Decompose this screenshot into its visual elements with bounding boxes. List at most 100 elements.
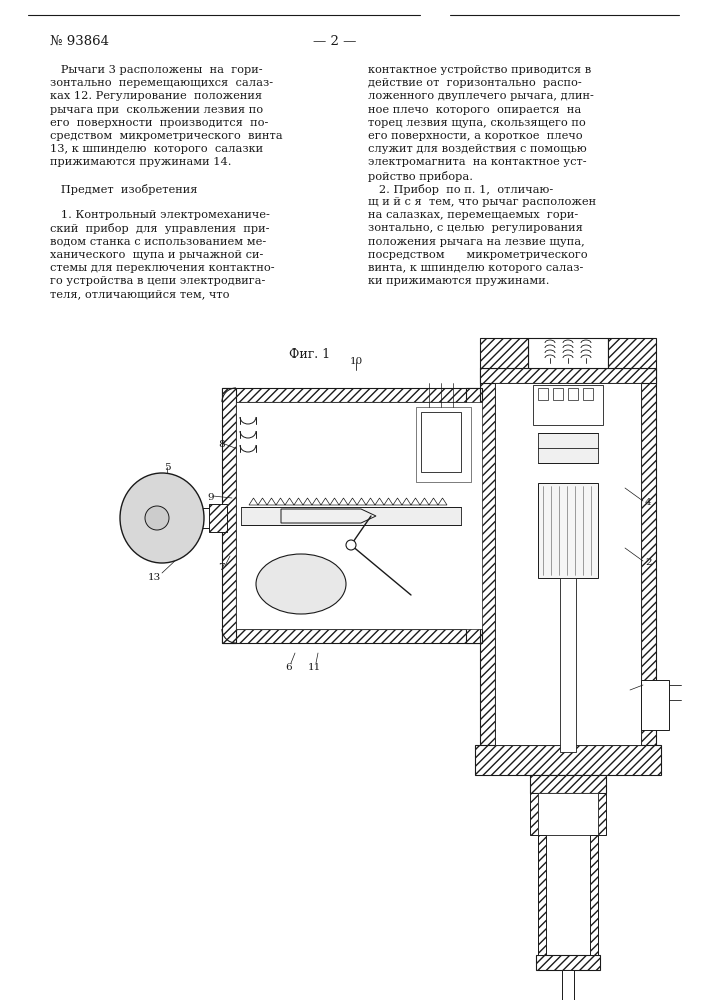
Text: ский  прибор  для  управления  при-: ский прибор для управления при- bbox=[50, 223, 269, 234]
Text: 5: 5 bbox=[164, 463, 170, 472]
Polygon shape bbox=[321, 498, 330, 505]
Text: его поверхности, а короткое  плечо: его поверхности, а короткое плечо bbox=[368, 131, 583, 141]
Polygon shape bbox=[267, 498, 276, 505]
Polygon shape bbox=[339, 498, 348, 505]
Bar bbox=[583, 388, 593, 400]
Bar bbox=[560, 578, 576, 752]
Polygon shape bbox=[420, 498, 429, 505]
Bar bbox=[641, 680, 669, 730]
Text: Рычаги 3 расположены  на  гори-: Рычаги 3 расположены на гори- bbox=[50, 65, 262, 75]
Text: прижимаются пружинами 14.: прижимаются пружинами 14. bbox=[50, 157, 231, 167]
Circle shape bbox=[346, 540, 356, 550]
Bar bbox=[538, 835, 598, 955]
Text: 9: 9 bbox=[207, 493, 214, 502]
Text: 13: 13 bbox=[148, 573, 161, 582]
Bar bbox=[538, 388, 548, 400]
Text: стемы для переключения контактно-: стемы для переключения контактно- bbox=[50, 263, 274, 273]
Text: зонтально, с целью  регулирования: зонтально, с целью регулирования bbox=[368, 223, 583, 233]
Text: на салазках, перемещаемых  гори-: на салазках, перемещаемых гори- bbox=[368, 210, 578, 220]
Bar bbox=[416, 407, 471, 482]
Bar bbox=[538, 433, 598, 463]
Text: 6: 6 bbox=[285, 663, 291, 672]
Bar bbox=[590, 835, 598, 955]
Bar bbox=[475, 745, 661, 775]
Bar bbox=[480, 368, 495, 760]
Bar bbox=[495, 383, 641, 745]
Text: Предмет  изобретения: Предмет изобретения bbox=[50, 184, 197, 195]
Polygon shape bbox=[312, 498, 321, 505]
Bar bbox=[241, 507, 461, 525]
Polygon shape bbox=[384, 498, 393, 505]
Polygon shape bbox=[249, 498, 258, 505]
Polygon shape bbox=[438, 498, 447, 505]
Polygon shape bbox=[330, 498, 339, 505]
Text: 1. Контрольный электромеханиче-: 1. Контрольный электромеханиче- bbox=[50, 210, 270, 220]
Text: действие от  горизонтально  распо-: действие от горизонтально распо- bbox=[368, 78, 582, 88]
Text: теля, отличающийся тем, что: теля, отличающийся тем, что bbox=[50, 289, 230, 299]
Bar bbox=[608, 338, 656, 368]
Text: 2: 2 bbox=[645, 558, 652, 567]
Text: электромагнита  на контактное уст-: электромагнита на контактное уст- bbox=[368, 157, 587, 167]
Polygon shape bbox=[303, 498, 312, 505]
Text: служит для воздействия с помощью: служит для воздействия с помощью bbox=[368, 144, 587, 154]
Text: 1: 1 bbox=[645, 682, 652, 691]
Bar bbox=[236, 402, 482, 629]
Text: винта, к шпинделю которого салаз-: винта, к шпинделю которого салаз- bbox=[368, 263, 583, 273]
Bar bbox=[536, 955, 600, 970]
Bar bbox=[421, 412, 461, 472]
Bar bbox=[480, 338, 528, 368]
Text: рычага при  скольжении лезвия по: рычага при скольжении лезвия по bbox=[50, 105, 263, 115]
Polygon shape bbox=[402, 498, 411, 505]
Polygon shape bbox=[366, 498, 375, 505]
Text: ках 12. Регулирование  положения: ках 12. Регулирование положения bbox=[50, 91, 262, 101]
Text: 11: 11 bbox=[308, 663, 321, 672]
Polygon shape bbox=[357, 498, 366, 505]
Bar bbox=[562, 970, 574, 1000]
Ellipse shape bbox=[256, 554, 346, 614]
Bar bbox=[222, 629, 482, 643]
Polygon shape bbox=[294, 498, 303, 505]
Text: водом станка с использованием ме-: водом станка с использованием ме- bbox=[50, 237, 267, 247]
Text: 4: 4 bbox=[645, 498, 652, 507]
Text: средством  микрометрического  винта: средством микрометрического винта bbox=[50, 131, 283, 141]
Bar bbox=[530, 793, 538, 835]
Text: контактное устройство приводится в: контактное устройство приводится в bbox=[368, 65, 591, 75]
Text: ное плечо  которого  опирается  на: ное плечо которого опирается на bbox=[368, 105, 581, 115]
Bar bbox=[480, 368, 656, 383]
Bar bbox=[530, 775, 606, 793]
Circle shape bbox=[145, 506, 169, 530]
Text: посредством      микрометрического: посредством микрометрического bbox=[368, 250, 588, 260]
Text: Фиг. 1: Фиг. 1 bbox=[289, 348, 331, 361]
Bar bbox=[538, 793, 598, 835]
Polygon shape bbox=[276, 498, 285, 505]
Text: ки прижимаются пружинами.: ки прижимаются пружинами. bbox=[368, 276, 549, 286]
Text: ложенного двуплечего рычага, длин-: ложенного двуплечего рычага, длин- bbox=[368, 91, 594, 101]
Text: его  поверхности  производится  по-: его поверхности производится по- bbox=[50, 118, 269, 128]
Text: зонтально  перемещающихся  салаз-: зонтально перемещающихся салаз- bbox=[50, 78, 273, 88]
Text: 7: 7 bbox=[218, 563, 225, 572]
Text: 13, к шпинделю  которого  салазки: 13, к шпинделю которого салазки bbox=[50, 144, 263, 154]
Polygon shape bbox=[348, 498, 357, 505]
Text: № 93864: № 93864 bbox=[50, 35, 109, 48]
Bar bbox=[222, 388, 482, 402]
Text: 8: 8 bbox=[218, 440, 225, 449]
Bar bbox=[598, 793, 606, 835]
Bar bbox=[528, 338, 608, 368]
Polygon shape bbox=[429, 498, 438, 505]
Text: щ и й с я  тем, что рычаг расположен: щ и й с я тем, что рычаг расположен bbox=[368, 197, 596, 207]
Bar bbox=[568, 388, 578, 400]
Bar bbox=[538, 835, 546, 955]
Text: ханического  щупа и рычажной си-: ханического щупа и рычажной си- bbox=[50, 250, 264, 260]
Bar bbox=[222, 388, 236, 643]
Text: положения рычага на лезвие щупа,: положения рычага на лезвие щупа, bbox=[368, 237, 585, 247]
Bar bbox=[466, 388, 480, 643]
Bar bbox=[553, 388, 563, 400]
Polygon shape bbox=[285, 498, 294, 505]
Polygon shape bbox=[375, 498, 384, 505]
Text: го устройства в цепи электродвига-: го устройства в цепи электродвига- bbox=[50, 276, 265, 286]
Bar bbox=[533, 385, 603, 425]
Polygon shape bbox=[393, 498, 402, 505]
Polygon shape bbox=[281, 509, 376, 523]
Text: 10: 10 bbox=[349, 357, 363, 366]
Text: торец лезвия щупа, скользящего по: торец лезвия щупа, скользящего по bbox=[368, 118, 586, 128]
